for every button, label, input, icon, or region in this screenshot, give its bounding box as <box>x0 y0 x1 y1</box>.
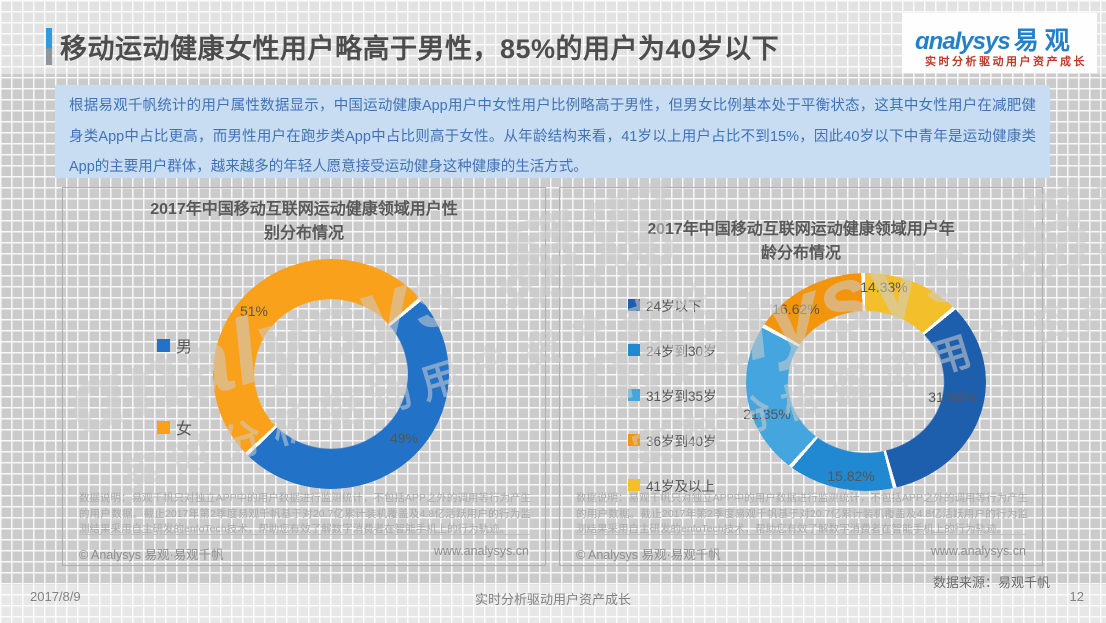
legend-item-31to35: 31岁到35岁 <box>628 385 717 405</box>
bottom-band <box>0 585 1106 623</box>
panel-footer: © Analysys 易观·易观千帆 www.analysys.cn <box>576 534 1026 563</box>
under24-legend-label: 24岁以下 <box>646 299 702 314</box>
male-legend-label: 男 <box>176 339 193 356</box>
31to35-legend-label: 31岁到35岁 <box>646 389 717 404</box>
analysys-logo-icon: ɑnalysys <box>915 28 1011 55</box>
chart-panel-age: 2017年中国移动互联网运动健康领域用户年 龄分布情况 24岁以下 24岁到30… <box>559 187 1043 566</box>
36to40-legend-label: 36岁到40岁 <box>646 434 717 449</box>
under24-percent-label: 31.88% <box>928 389 976 405</box>
over41-percent-label: 14.33% <box>860 279 908 295</box>
male-legend-swatch <box>157 338 170 352</box>
legend-item-36to40: 36岁到40岁 <box>628 430 717 450</box>
title-accent-bar <box>46 28 52 65</box>
website-link: www.analysys.cn <box>930 544 1026 558</box>
legend-item-male: 男 <box>157 333 192 357</box>
24to30-percent-label: 15.82% <box>827 468 875 484</box>
gender-donut-chart <box>213 259 449 489</box>
slide-date: 2017/8/9 <box>30 589 81 604</box>
24to30-legend-label: 24岁到30岁 <box>646 344 717 359</box>
logo-tagline: 实时分析驱动用户资产成长 <box>925 56 1087 68</box>
legend-item-female: 女 <box>157 415 192 439</box>
gender-legend: 男 女 <box>157 333 192 497</box>
legend-item-over41: 41岁及以上 <box>628 475 717 495</box>
brand-logo-row: ɑnalysys 易观 <box>915 21 1076 57</box>
age-chart-title: 2017年中国移动互联网运动健康领域用户年 龄分布情况 <box>647 221 955 262</box>
copyright-text: © Analysys 易观·易观千帆 <box>576 548 721 562</box>
website-link: www.analysys.cn <box>433 544 529 558</box>
summary-paragraph: 根据易观千帆统计的用户属性数据显示，中国运动健康App用户中女性用户比例略高于男… <box>55 85 1050 178</box>
brand-logo: ɑnalysys 易观 实时分析驱动用户资产成长 <box>903 13 1097 73</box>
under24-legend-swatch <box>628 299 640 311</box>
31to35-legend-swatch <box>628 389 640 401</box>
copyright-text: © Analysys 易观·易观千帆 <box>79 548 224 562</box>
page-title: 移动运动健康女性用户略高于男性，85%的用户为40岁以下 <box>60 34 780 64</box>
gender-chart-title: 2017年中国移动互联网运动健康领域用户性 别分布情况 <box>150 201 458 242</box>
female-legend-swatch <box>157 420 170 434</box>
data-source-text: 数据来源：易观千帆 <box>932 575 1050 590</box>
data-note: 数据说明：易观千帆只对独立APP中的用户数据进行监测统计，不包括APP之外的调用… <box>576 492 1028 535</box>
footer-slogan: 实时分析驱动用户资产成长 <box>474 592 631 607</box>
male-percent-label: 49% <box>389 430 419 446</box>
36to40-legend-swatch <box>628 434 640 446</box>
female-legend-label: 女 <box>176 421 193 438</box>
legend-item-24to30: 24岁到30岁 <box>628 340 717 360</box>
panel-footer: © Analysys 易观·易观千帆 www.analysys.cn <box>79 534 529 563</box>
logo-cn-text: 易观 <box>1013 27 1076 55</box>
age-donut-chart <box>746 273 986 491</box>
36to40-percent-label: 16.62% <box>772 301 820 317</box>
chart-panel-gender: 2017年中国移动互联网运动健康领域用户性 别分布情况 男 女 51% 49% … <box>62 187 546 566</box>
over41-legend-swatch <box>628 479 640 491</box>
age-legend: 24岁以下 24岁到30岁 31岁到35岁 36岁到40岁 41岁及以上 <box>628 295 717 520</box>
female-percent-label: 51% <box>239 303 269 319</box>
31to35-percent-label: 21.35% <box>743 406 791 422</box>
data-note: 数据说明：易观千帆只对独立APP中的用户数据进行监测统计，不包括APP之外的调用… <box>79 492 531 535</box>
24to30-legend-swatch <box>628 344 640 356</box>
page-number: 12 <box>1069 589 1084 604</box>
legend-item-under24: 24岁以下 <box>628 295 717 315</box>
over41-legend-label: 41岁及以上 <box>646 479 716 494</box>
